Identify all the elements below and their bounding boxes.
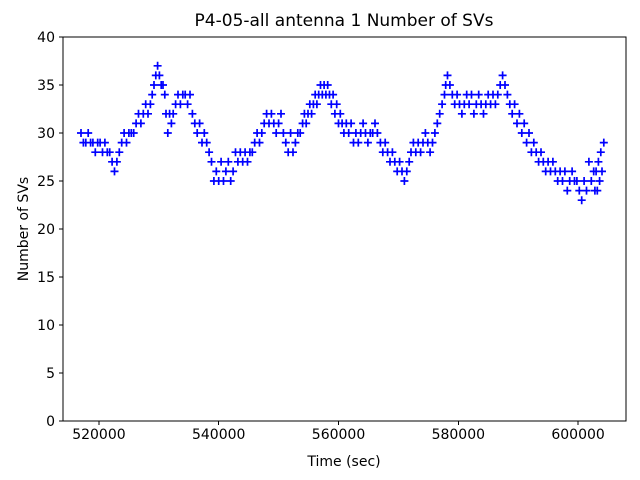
chart-title: P4-05-all antenna 1 Number of SVs bbox=[195, 11, 494, 31]
data-points bbox=[77, 61, 608, 205]
y-tick-label: 15 bbox=[37, 270, 55, 286]
x-tick-label: 560000 bbox=[312, 427, 365, 443]
x-tick-label: 580000 bbox=[432, 427, 485, 443]
y-tick-label: 5 bbox=[46, 366, 55, 382]
y-tick-label: 25 bbox=[37, 174, 55, 190]
y-axis-label: Number of SVs bbox=[16, 177, 32, 281]
x-tick-labels: 520000 540000 560000 580000 600000 bbox=[72, 427, 605, 443]
x-axis-label: Time (sec) bbox=[306, 454, 380, 470]
y-tick-label: 30 bbox=[37, 126, 55, 142]
y-tick-label: 0 bbox=[46, 414, 55, 430]
y-tick-label: 35 bbox=[37, 78, 55, 94]
y-tick-labels: 0 5 10 15 20 25 30 35 40 bbox=[37, 30, 55, 430]
x-tick-label: 520000 bbox=[72, 427, 125, 443]
x-tick-label: 540000 bbox=[192, 427, 245, 443]
y-tick-label: 10 bbox=[37, 318, 55, 334]
axes-frame bbox=[59, 36, 627, 425]
y-tick-label: 40 bbox=[37, 30, 55, 46]
x-tick-label: 600000 bbox=[551, 427, 604, 443]
y-tick-label: 20 bbox=[37, 222, 55, 238]
